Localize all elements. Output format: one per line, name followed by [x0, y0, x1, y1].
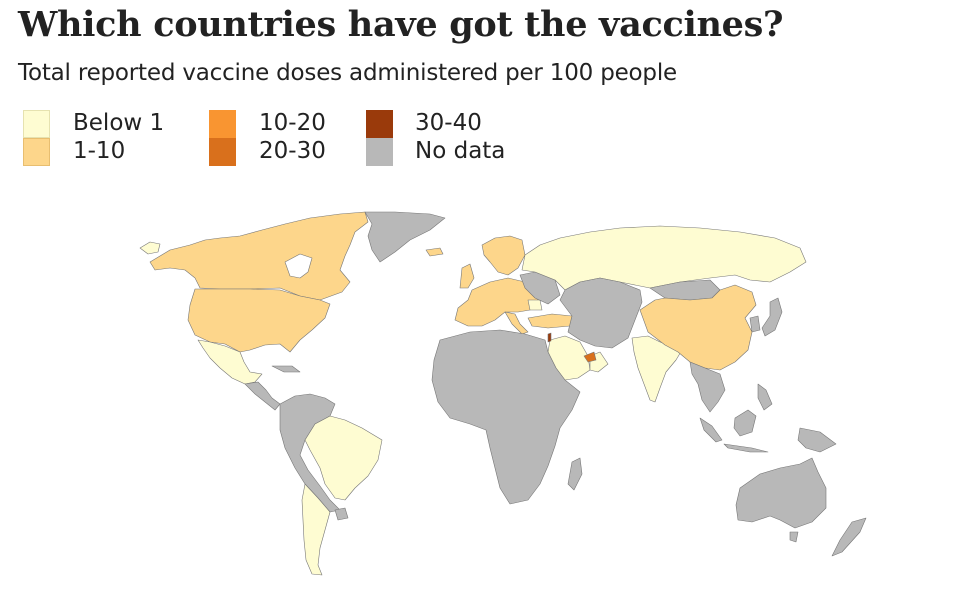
region-argentina-chile: [301, 483, 331, 576]
legend-swatch-below-1: [23, 110, 50, 138]
region-africa: [431, 329, 581, 505]
region-western-europe: [454, 277, 539, 327]
region-australia: [735, 457, 827, 529]
legend-swatch-30-40: [366, 110, 393, 138]
world-map: [80, 200, 930, 590]
region-mexico: [197, 339, 263, 385]
region-iceland: [425, 247, 444, 257]
legend-label-10-20: 10-20: [259, 110, 326, 136]
region-japan: [761, 297, 783, 337]
region-romania: [527, 299, 543, 311]
region-central-asia: [559, 277, 643, 349]
legend-label-1-10: 1-10: [73, 138, 126, 164]
region-borneo: [733, 409, 757, 437]
region-uruguay: [334, 507, 349, 521]
region-israel: [547, 332, 552, 343]
region-northwest-south-america: [279, 393, 341, 513]
world-map-svg: [139, 211, 867, 576]
legend-swatch-no-data: [366, 138, 393, 166]
region-turkey: [527, 313, 573, 329]
chart-subtitle: Total reported vaccine doses administere…: [18, 60, 677, 86]
region-korea: [749, 315, 761, 333]
region-uk: [459, 263, 475, 289]
region-greenland: [364, 211, 446, 263]
region-brazil: [304, 415, 383, 501]
legend-label-no-data: No data: [415, 138, 506, 164]
region-italy-balkans: [504, 311, 529, 335]
chart-title: Which countries have got the vaccines?: [18, 4, 784, 45]
region-canada: [149, 211, 369, 301]
region-central-america: [244, 381, 281, 411]
region-alaska: [139, 241, 161, 255]
region-philippines: [757, 383, 773, 411]
region-scandinavia: [481, 235, 526, 276]
region-hudson-bay: [284, 253, 313, 279]
region-uae: [583, 351, 597, 363]
region-cuba: [271, 365, 301, 373]
legend-label-20-30: 20-30: [259, 138, 326, 164]
legend-swatch-10-20: [209, 110, 236, 138]
region-southeast-asia: [689, 361, 726, 413]
region-madagascar: [567, 457, 583, 491]
region-new-guinea: [797, 427, 837, 453]
region-new-zealand: [831, 517, 867, 557]
region-java: [723, 443, 769, 453]
region-russia: [521, 225, 807, 291]
legend-label-30-40: 30-40: [415, 110, 482, 136]
region-sumatra: [699, 417, 723, 443]
region-usa: [187, 288, 331, 353]
legend-label-below-1: Below 1: [73, 110, 165, 136]
region-china: [639, 284, 757, 371]
legend-swatch-1-10: [23, 138, 50, 166]
region-tasmania: [789, 531, 799, 543]
legend-swatch-20-30: [209, 138, 236, 166]
